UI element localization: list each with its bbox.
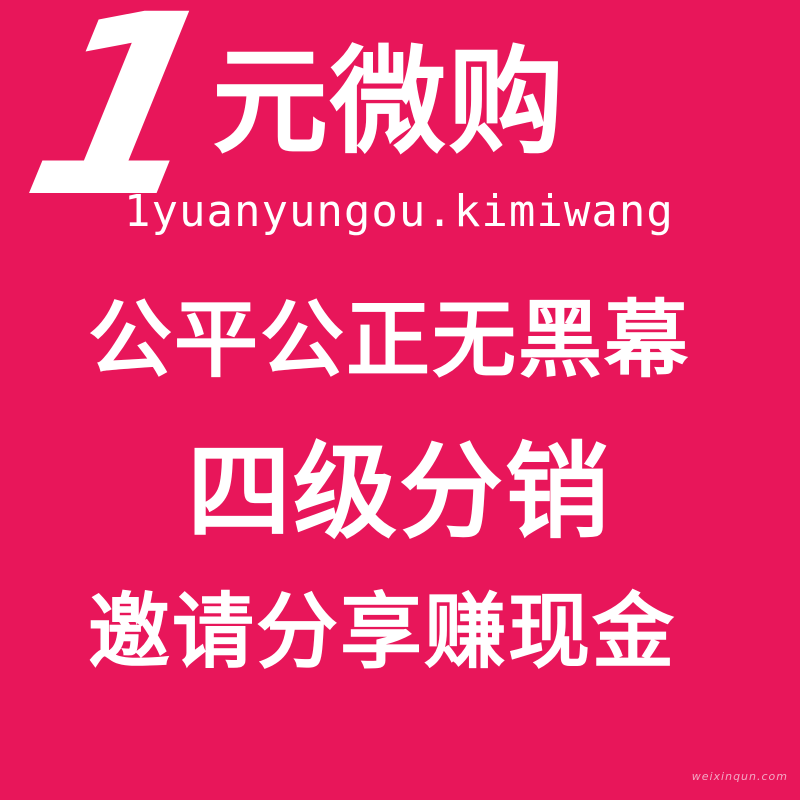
slogan-fair: 公平公正无黑幕 bbox=[88, 291, 691, 389]
brand-domain: 1yuanyungou.kimiwang bbox=[124, 186, 674, 237]
watermark-text: weixinqun.com bbox=[691, 770, 788, 783]
slogan-invite: 邀请分享赚现金 bbox=[88, 585, 677, 680]
slogan-distribution: 四级分销 bbox=[187, 431, 612, 553]
brand-title: 元微购 bbox=[212, 35, 566, 170]
